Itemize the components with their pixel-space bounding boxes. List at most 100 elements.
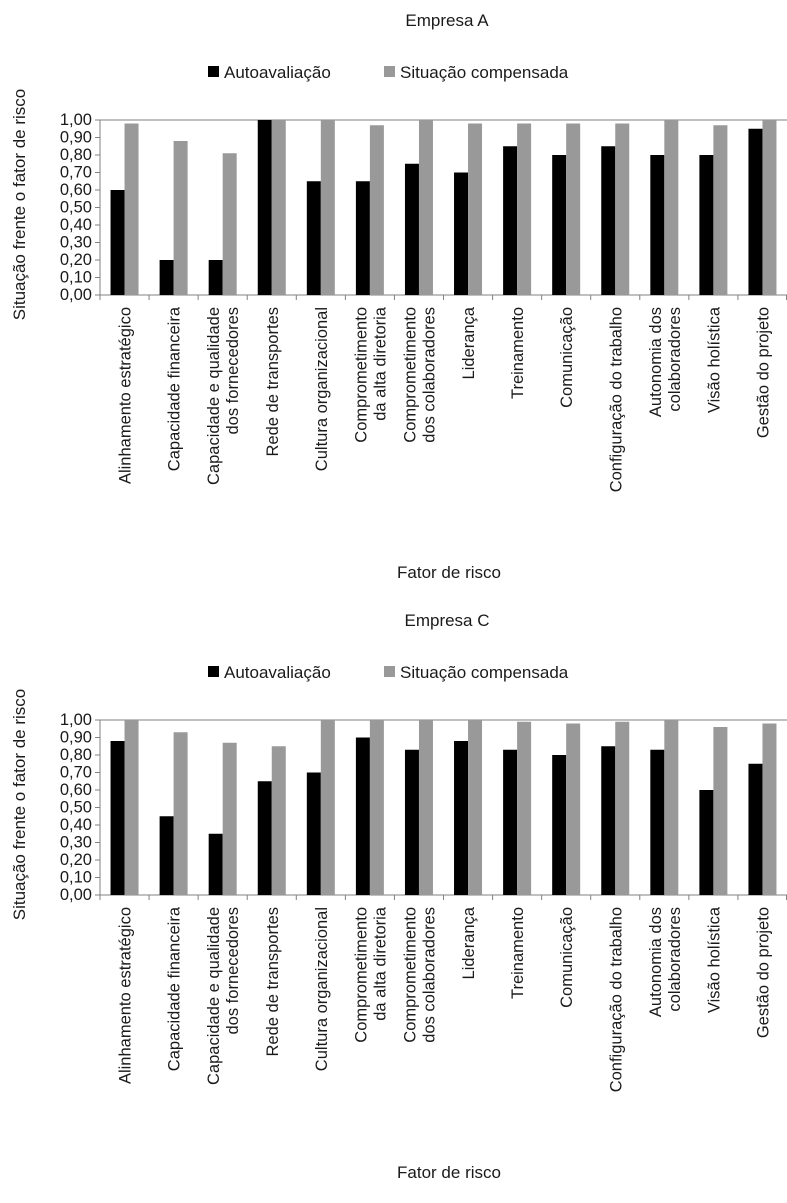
y-tick-label: 1,00 xyxy=(60,711,92,729)
x-category-label: dos colaboradores xyxy=(420,307,438,443)
x-category-label: Comprometimento xyxy=(401,907,419,1043)
y-axis-label: Situação frente o fator de risco xyxy=(10,689,29,921)
bar-situacao-compensada xyxy=(271,120,286,295)
y-tick-label: 0,70 xyxy=(60,764,92,782)
x-category-label: Capacidade e qualidade xyxy=(205,307,223,485)
bar-situacao-compensada xyxy=(713,125,728,295)
bar-autoavaliacao xyxy=(601,746,616,895)
x-category-label: Cultura organizacional xyxy=(313,307,331,471)
legend-label-autoavaliacao: Autoavaliação xyxy=(224,663,331,682)
x-category-label: Autonomia dos xyxy=(647,907,665,1017)
bars xyxy=(110,720,777,895)
bar-autoavaliacao xyxy=(552,155,567,295)
bar-autoavaliacao xyxy=(257,120,272,295)
bar-autoavaliacao xyxy=(208,833,223,895)
y-tick-label: 0,20 xyxy=(60,251,92,269)
legend-label-situacao-compensada: Situação compensada xyxy=(400,663,569,682)
bar-autoavaliacao xyxy=(208,260,223,295)
y-tick-label: 0,30 xyxy=(60,834,92,852)
x-category-label: Visão holística xyxy=(705,306,723,413)
bar-situacao-compensada xyxy=(664,120,679,295)
bar-situacao-compensada xyxy=(173,141,188,295)
x-category-label: Capacidade financeira xyxy=(166,306,184,471)
bar-autoavaliacao xyxy=(552,755,567,895)
y-tick-label: 0,30 xyxy=(60,234,92,252)
bar-autoavaliacao xyxy=(355,737,370,895)
bar-autoavaliacao xyxy=(159,816,174,895)
bar-autoavaliacao xyxy=(748,128,763,295)
x-category-label: Configuração do trabalho xyxy=(607,907,625,1092)
bar-situacao-compensada xyxy=(468,123,483,295)
chart-title: Empresa A xyxy=(405,11,489,30)
x-axis-categories: Alinhamento estratégico Capacidade financ… xyxy=(99,895,787,1092)
bar-autoavaliacao xyxy=(404,163,419,295)
y-tick-label: 0,40 xyxy=(60,216,92,234)
x-category-label: Comunicação xyxy=(558,307,576,408)
bar-situacao-compensada xyxy=(566,123,581,295)
y-tick-label: 0,70 xyxy=(60,164,92,182)
bar-autoavaliacao xyxy=(355,181,370,295)
x-category-label: Configuração do trabalho xyxy=(607,307,625,492)
x-category-label: Gestão do projeto xyxy=(754,307,772,438)
legend: Autoavaliação Situação compensada xyxy=(208,663,569,682)
x-category-label: Autonomia dos xyxy=(647,307,665,417)
bar-autoavaliacao xyxy=(404,749,419,895)
x-category-label: Comprometimento xyxy=(352,307,370,443)
legend-swatch-situacao-compensada xyxy=(384,66,395,77)
bar-situacao-compensada xyxy=(517,721,532,895)
bar-situacao-compensada xyxy=(418,120,433,295)
y-tick-label: 0,10 xyxy=(60,869,92,887)
y-tick-label: 0,00 xyxy=(60,886,92,904)
x-category-label: Visão holística xyxy=(705,906,723,1013)
bar-situacao-compensada xyxy=(222,153,237,295)
bar-autoavaliacao xyxy=(306,181,321,295)
bar-autoavaliacao xyxy=(110,190,125,295)
x-category-label: dos fornecedores xyxy=(224,907,242,1035)
bar-autoavaliacao xyxy=(601,146,616,295)
y-axis-ticks: 0,000,100,200,300,400,500,600,700,800,90… xyxy=(60,111,100,304)
x-category-label: Rede de transportes xyxy=(264,907,282,1057)
bar-situacao-compensada xyxy=(320,720,335,895)
x-category-label: Liderança xyxy=(460,306,478,379)
y-tick-label: 0,60 xyxy=(60,781,92,799)
y-tick-label: 0,20 xyxy=(60,851,92,869)
x-category-label: dos colaboradores xyxy=(420,907,438,1043)
x-category-label: Cultura organizacional xyxy=(313,907,331,1071)
x-category-label: colaboradores xyxy=(666,907,684,1012)
bar-situacao-compensada xyxy=(124,720,139,895)
x-category-label: Treinamento xyxy=(509,907,527,999)
x-category-label: Comprometimento xyxy=(401,307,419,443)
x-category-label: Liderança xyxy=(460,906,478,979)
x-axis-label: Fator de risco xyxy=(397,1163,501,1182)
bar-autoavaliacao xyxy=(306,772,321,895)
bar-situacao-compensada xyxy=(762,723,777,895)
bar-autoavaliacao xyxy=(650,155,665,295)
legend-swatch-autoavaliacao xyxy=(208,66,219,77)
y-tick-label: 0,50 xyxy=(60,199,92,217)
x-category-label: dos fornecedores xyxy=(224,307,242,435)
chart-svg: Empresa A Autoavaliação Situação compensad… xyxy=(10,11,787,582)
y-tick-label: 0,80 xyxy=(60,746,92,764)
bar-autoavaliacao xyxy=(699,155,714,295)
x-category-label: Capacidade e qualidade xyxy=(205,907,223,1085)
y-tick-label: 0,50 xyxy=(60,799,92,817)
bar-autoavaliacao xyxy=(503,749,518,895)
bar-situacao-compensada xyxy=(222,742,237,895)
bar-situacao-compensada xyxy=(615,721,630,895)
chart-title: Empresa C xyxy=(404,611,489,630)
chart-empresa-c: Empresa C Autoavaliação Situação compensad… xyxy=(0,600,787,1200)
legend-label-autoavaliacao: Autoavaliação xyxy=(224,63,331,82)
bar-situacao-compensada xyxy=(369,720,384,895)
bar-autoavaliacao xyxy=(110,741,125,895)
bar-autoavaliacao xyxy=(503,146,518,295)
y-tick-label: 0,90 xyxy=(60,129,92,147)
bar-autoavaliacao xyxy=(699,790,714,895)
bars xyxy=(110,120,777,295)
bar-situacao-compensada xyxy=(566,723,581,895)
bar-autoavaliacao xyxy=(454,172,469,295)
x-category-label: Alinhamento estratégico xyxy=(117,307,135,484)
y-tick-label: 0,40 xyxy=(60,816,92,834)
y-tick-label: 0,00 xyxy=(60,286,92,304)
bar-situacao-compensada xyxy=(615,123,630,295)
